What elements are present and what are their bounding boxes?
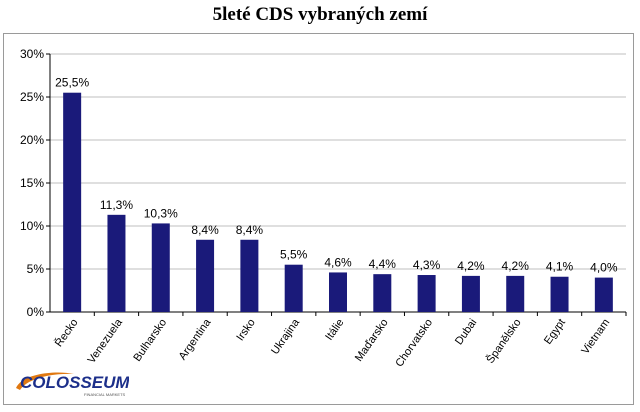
bars <box>63 92 613 312</box>
category-label: Vietnam <box>579 317 612 357</box>
colosseum-logo: COLOSSEUM FINANCIAL MARKETS <box>16 372 129 397</box>
category-label: Maďarsko <box>353 317 391 364</box>
y-tick-label: 15% <box>20 176 44 190</box>
data-label: 4,6% <box>324 255 352 269</box>
y-tick-label: 25% <box>20 90 44 104</box>
chart-title: 5leté CDS vybraných zemí <box>212 4 428 25</box>
y-tick-label: 10% <box>20 219 44 233</box>
y-tick-label: 0% <box>27 305 45 319</box>
bar <box>506 275 525 312</box>
logo-wordmark: COLOSSEUM <box>20 373 129 392</box>
gridlines <box>50 53 626 270</box>
y-tick-label: 20% <box>20 133 44 147</box>
data-label: 10,3% <box>144 206 178 220</box>
category-label: Dubai <box>453 317 479 347</box>
data-label: 8,4% <box>236 223 264 237</box>
category-labels: Řecko Venezuela Bulharsko Argentina Irsko Ukr… <box>52 316 612 369</box>
category-label: Egypt <box>542 317 568 347</box>
bar <box>373 274 392 312</box>
bar <box>594 277 613 312</box>
bar <box>196 239 215 312</box>
data-label: 4,3% <box>413 258 441 272</box>
category-label: Irsko <box>234 317 258 343</box>
bar-chart: 0% 5% 10% 15% 20% 25% 30% 25,5% 11,3% 10,3% 8,4% 8… <box>20 47 627 369</box>
category-label: Španělsko <box>484 316 524 366</box>
category-label: Chorvatsko <box>393 317 435 369</box>
data-label: 11,3% <box>100 198 133 212</box>
data-label: 4,1% <box>546 260 574 274</box>
bar <box>63 92 82 312</box>
logo-swoosh <box>16 372 74 390</box>
data-label: 4,4% <box>369 257 397 271</box>
bar <box>284 264 303 312</box>
category-label: Itálie <box>323 317 346 343</box>
bar <box>107 214 126 312</box>
y-tick-labels: 0% 5% 10% 15% 20% 25% 30% <box>20 47 44 319</box>
y-tick-label: 5% <box>27 262 45 276</box>
category-label: Řecko <box>52 316 81 349</box>
data-label: 4,2% <box>502 259 530 273</box>
data-labels: 25,5% 11,3% 10,3% 8,4% 8,4% 5,5% 4,6% 4,4% 4,3% 4… <box>55 76 618 275</box>
y-tick-label: 30% <box>20 47 44 61</box>
bar <box>240 239 259 312</box>
data-label: 4,0% <box>590 261 618 275</box>
bar <box>461 275 480 312</box>
category-label: Ukrajina <box>269 316 302 357</box>
logo-subtext: FINANCIAL MARKETS <box>84 392 126 397</box>
bar <box>329 272 347 312</box>
data-label: 4,2% <box>457 259 485 273</box>
bar <box>550 276 569 312</box>
chart-frame: 0% 5% 10% 15% 20% 25% 30% 25,5% 11,3% 10,3% 8,4% 8… <box>3 33 634 405</box>
category-label: Venezuela <box>86 316 126 366</box>
bar <box>151 223 170 312</box>
category-label: Argentina <box>177 316 214 362</box>
category-label: Bulharsko <box>131 317 169 364</box>
data-label: 25,5% <box>55 76 89 90</box>
bar <box>417 275 436 312</box>
data-label: 5,5% <box>280 248 308 262</box>
data-label: 8,4% <box>191 223 219 237</box>
